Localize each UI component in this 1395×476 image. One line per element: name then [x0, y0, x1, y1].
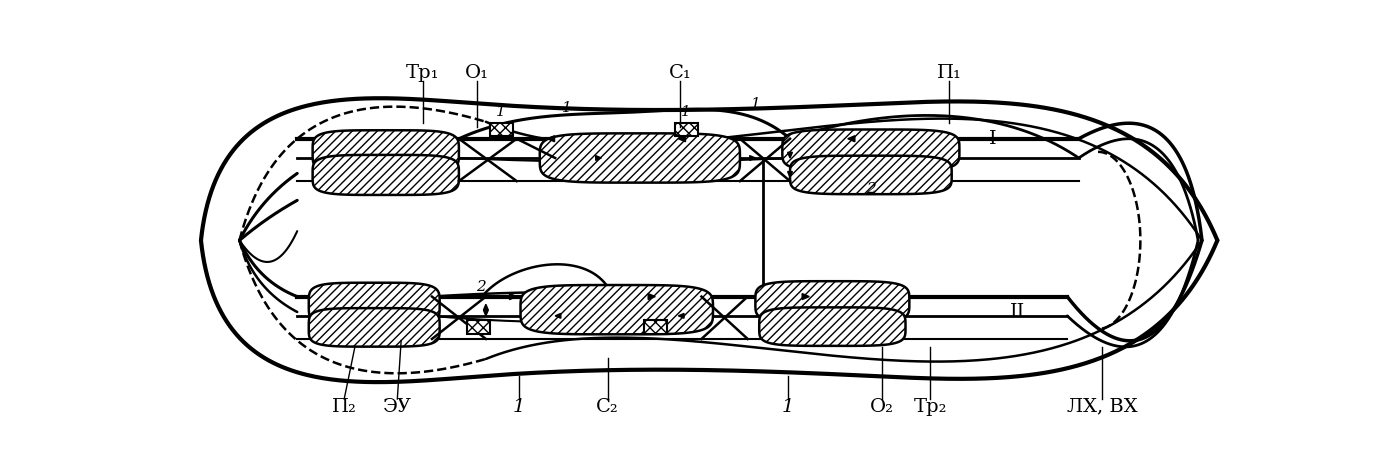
Polygon shape: [790, 156, 951, 194]
Polygon shape: [484, 304, 488, 310]
Text: 1: 1: [513, 398, 525, 416]
Text: 1: 1: [781, 398, 794, 416]
Polygon shape: [678, 136, 685, 142]
Text: П₁: П₁: [937, 64, 961, 82]
Polygon shape: [308, 308, 439, 347]
Text: 1: 1: [497, 105, 506, 119]
Polygon shape: [788, 171, 792, 177]
Text: 1: 1: [681, 105, 691, 119]
Text: Тр₂: Тр₂: [914, 398, 947, 416]
Text: П₂: П₂: [332, 398, 357, 416]
Polygon shape: [520, 285, 713, 334]
Bar: [675, 123, 698, 137]
Bar: [490, 123, 513, 137]
Polygon shape: [540, 133, 739, 183]
Polygon shape: [749, 156, 755, 160]
Polygon shape: [596, 156, 601, 160]
Text: С₁: С₁: [668, 64, 692, 82]
Polygon shape: [509, 294, 516, 299]
Text: О₂: О₂: [869, 398, 894, 416]
Polygon shape: [802, 294, 809, 299]
Polygon shape: [547, 136, 555, 142]
Bar: [643, 320, 667, 334]
Text: 1: 1: [751, 97, 760, 111]
Polygon shape: [678, 313, 684, 318]
Text: ЭУ: ЭУ: [382, 398, 412, 416]
Polygon shape: [308, 283, 439, 326]
Polygon shape: [759, 307, 905, 346]
Text: II: II: [1010, 303, 1025, 321]
Polygon shape: [555, 313, 561, 318]
Polygon shape: [312, 155, 459, 195]
Text: С₂: С₂: [596, 398, 619, 416]
Polygon shape: [783, 129, 960, 171]
Text: 2: 2: [866, 182, 876, 196]
Text: 1: 1: [562, 101, 572, 115]
Text: I: I: [989, 130, 996, 148]
Polygon shape: [649, 294, 656, 299]
Polygon shape: [848, 136, 855, 142]
Polygon shape: [788, 152, 792, 158]
Text: О₁: О₁: [465, 64, 488, 82]
Bar: [466, 320, 490, 334]
Polygon shape: [312, 130, 459, 173]
Text: 2: 2: [476, 279, 485, 294]
Polygon shape: [484, 310, 488, 316]
Polygon shape: [755, 281, 910, 323]
Text: ЛХ, ВХ: ЛХ, ВХ: [1067, 398, 1137, 416]
Text: Тр₁: Тр₁: [406, 64, 439, 82]
